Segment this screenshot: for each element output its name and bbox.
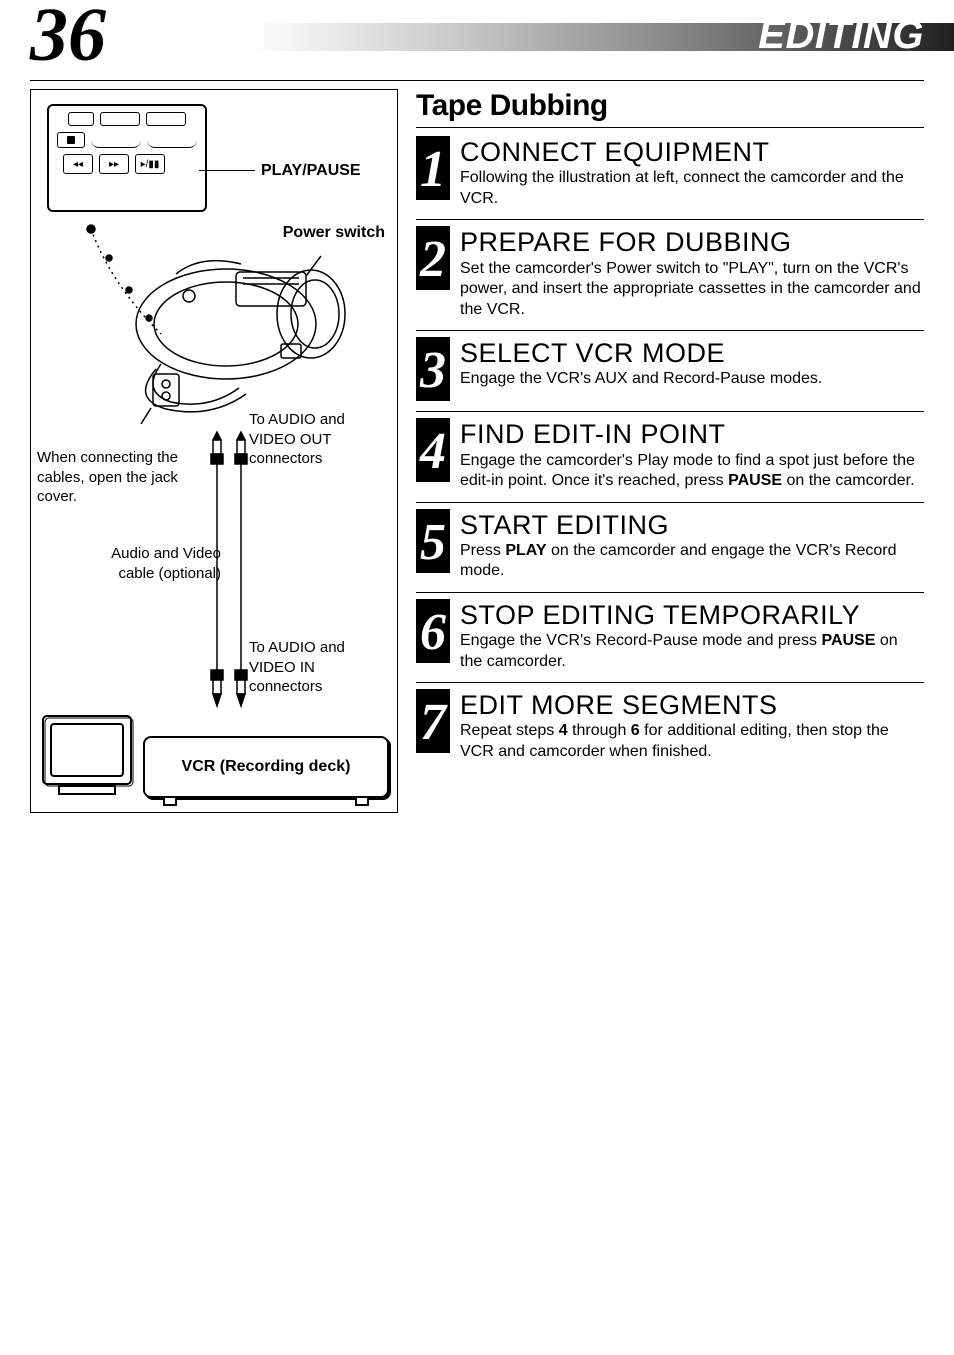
power-switch-label: Power switch bbox=[283, 224, 385, 242]
step-text: Engage the VCR's AUX and Record-Pause mo… bbox=[460, 369, 924, 389]
step-number: 4 bbox=[416, 418, 450, 482]
section-title: EDITING bbox=[758, 13, 924, 58]
camcorder-icon bbox=[81, 224, 361, 424]
step-5: 5 START EDITING Press PLAY on the camcor… bbox=[416, 509, 924, 593]
step-number: 7 bbox=[416, 689, 450, 753]
step-title: CONNECT EQUIPMENT bbox=[460, 138, 924, 166]
av-cable-icon bbox=[199, 420, 279, 720]
page-header: 36 EDITING bbox=[0, 0, 954, 70]
step-1: 1 CONNECT EQUIPMENT Following the illust… bbox=[416, 136, 924, 220]
step-title: STOP EDITING TEMPORARILY bbox=[460, 601, 924, 629]
step-text: Repeat steps 4 through 6 for additional … bbox=[460, 721, 924, 762]
step-text: Engage the VCR's Record-Pause mode and p… bbox=[460, 631, 924, 672]
header-rule bbox=[30, 80, 924, 81]
step-number: 1 bbox=[416, 136, 450, 200]
step-text: Set the camcorder's Power switch to "PLA… bbox=[460, 259, 924, 320]
step-title: EDIT MORE SEGMENTS bbox=[460, 691, 924, 719]
step-2: 2 PREPARE FOR DUBBING Set the camcorder'… bbox=[416, 226, 924, 331]
play-pause-icon: ▸/▮▮ bbox=[135, 154, 165, 174]
step-title: FIND EDIT-IN POINT bbox=[460, 420, 924, 448]
fast-forward-icon: ▸▸ bbox=[99, 154, 129, 174]
step-number: 5 bbox=[416, 509, 450, 573]
step-title: START EDITING bbox=[460, 511, 924, 539]
play-pause-label: PLAY/PAUSE bbox=[261, 162, 361, 180]
connection-diagram: ◂◂ ▸▸ ▸/▮▮ PLAY/PAUSE Power switch bbox=[30, 89, 398, 813]
step-3: 3 SELECT VCR MODE Engage the VCR's AUX a… bbox=[416, 337, 924, 412]
av-cable-label: Audio and Video cable (optional) bbox=[61, 544, 221, 583]
jack-cover-note: When connecting the cables, open the jac… bbox=[37, 448, 197, 507]
vcr-box: VCR (Recording deck) bbox=[143, 736, 389, 798]
page-number: 36 bbox=[30, 0, 106, 73]
lcd-panel-icon: ◂◂ ▸▸ ▸/▮▮ bbox=[47, 104, 207, 212]
step-4: 4 FIND EDIT-IN POINT Engage the camcorde… bbox=[416, 418, 924, 502]
step-number: 3 bbox=[416, 337, 450, 401]
step-text: Press PLAY on the camcorder and engage t… bbox=[460, 541, 924, 582]
vcr-label: VCR (Recording deck) bbox=[182, 758, 351, 776]
rewind-icon: ◂◂ bbox=[63, 154, 93, 174]
tv-icon bbox=[39, 712, 135, 798]
step-text: Engage the camcorder's Play mode to find… bbox=[460, 451, 924, 492]
step-6: 6 STOP EDITING TEMPORARILY Engage the VC… bbox=[416, 599, 924, 683]
topic-rule bbox=[416, 127, 924, 128]
step-title: SELECT VCR MODE bbox=[460, 339, 924, 367]
step-7: 7 EDIT MORE SEGMENTS Repeat steps 4 thro… bbox=[416, 689, 924, 772]
steps-column: Tape Dubbing 1 CONNECT EQUIPMENT Followi… bbox=[416, 89, 924, 813]
step-number: 2 bbox=[416, 226, 450, 290]
diagram-column: ◂◂ ▸▸ ▸/▮▮ PLAY/PAUSE Power switch bbox=[30, 89, 398, 813]
topic-title: Tape Dubbing bbox=[416, 89, 924, 123]
step-title: PREPARE FOR DUBBING bbox=[460, 228, 924, 256]
step-number: 6 bbox=[416, 599, 450, 663]
step-text: Following the illustration at left, conn… bbox=[460, 168, 924, 209]
callout-line bbox=[199, 170, 255, 171]
